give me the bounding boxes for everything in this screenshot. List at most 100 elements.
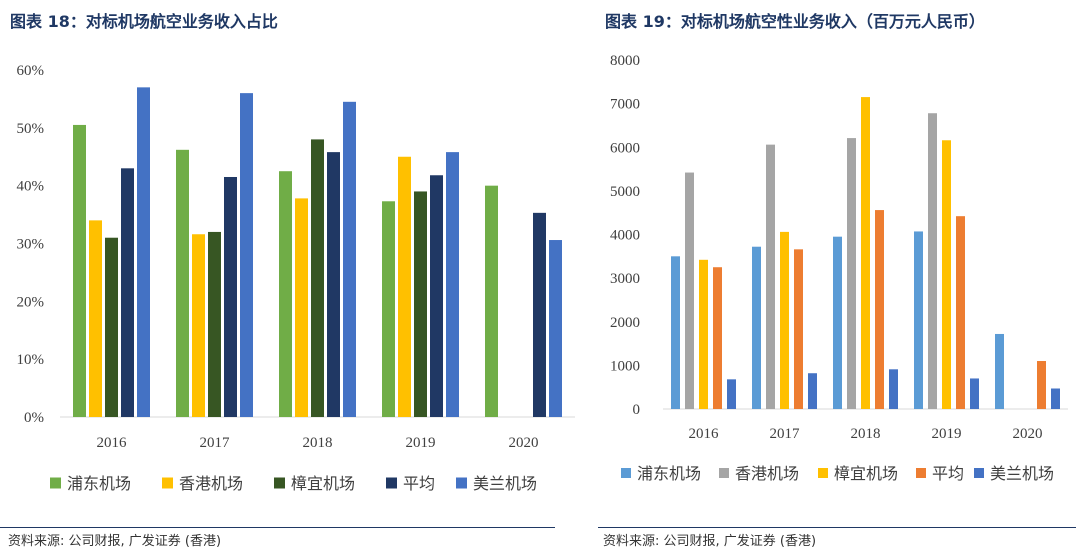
y-tick-label: 40% <box>17 179 45 195</box>
x-tick-label: 2019 <box>406 435 436 451</box>
y-tick-label: 5000 <box>610 184 640 200</box>
bar <box>685 172 694 409</box>
bar <box>446 152 459 417</box>
bar <box>382 201 395 417</box>
x-tick-label: 2020 <box>509 435 539 451</box>
chart-aero-revenue: 0 1000 2000 3000 4000 5000 6000 7000 8000 2016 201… <box>610 53 1068 483</box>
footer-divider-right <box>598 527 1076 528</box>
figure-19-title: 图表 19：对标机场航空性业务收入（百万元人民币） <box>605 12 985 31</box>
figure-18-title: 图表 18：对标机场航空业务收入占比 <box>10 12 278 31</box>
y-tick-label: 50% <box>17 121 45 137</box>
legend-label: 美兰机场 <box>990 464 1054 483</box>
bar <box>73 124 86 418</box>
bar <box>808 373 817 409</box>
bar <box>295 198 308 417</box>
bar <box>192 234 205 417</box>
y-tick-label: 20% <box>17 294 45 310</box>
legend-swatch <box>621 468 631 478</box>
x-tick-label: 2016 <box>689 426 720 442</box>
bar <box>414 191 427 417</box>
source-note-left: 资料来源: 公司财报, 广发证券 (香港) <box>8 534 222 549</box>
bar <box>875 210 884 409</box>
bar <box>533 212 546 417</box>
y-tick-label: 2000 <box>610 315 640 331</box>
legend-swatch <box>974 468 984 478</box>
x-tick-label: 2019 <box>932 426 962 442</box>
bar <box>240 93 253 417</box>
y-tick-label: 0 <box>633 402 641 418</box>
legend-label: 香港机场 <box>179 474 243 493</box>
legend-swatch <box>456 477 467 489</box>
legend-label: 樟宜机场 <box>291 474 355 493</box>
y-tick-label: 6000 <box>610 140 640 156</box>
legend-label: 美兰机场 <box>473 474 537 493</box>
x-tick-label: 2018 <box>303 435 333 451</box>
x-tick-label: 2017 <box>770 426 801 442</box>
bar <box>780 231 789 409</box>
legend-label: 平均 <box>403 474 435 493</box>
bar <box>914 231 923 409</box>
bar <box>1051 388 1060 409</box>
legend-label: 浦东机场 <box>637 464 701 483</box>
legend-swatch <box>386 477 397 489</box>
bar <box>1037 361 1046 409</box>
y-tick-label: 8000 <box>610 53 640 69</box>
legend-label: 平均 <box>932 464 964 483</box>
bar <box>942 140 951 409</box>
bar <box>699 259 708 409</box>
legend-swatch <box>50 477 61 489</box>
bar <box>430 175 443 417</box>
bar <box>176 149 189 417</box>
bar <box>208 231 221 417</box>
bar <box>833 236 842 409</box>
bar <box>89 220 102 417</box>
bar <box>549 240 562 417</box>
x-tick-label: 2018 <box>851 426 881 442</box>
bar <box>713 267 722 409</box>
bar <box>343 101 356 417</box>
legend-label: 浦东机场 <box>67 474 131 493</box>
footer-divider-left <box>0 527 555 528</box>
bar <box>970 378 979 409</box>
bar <box>224 176 237 417</box>
bar <box>956 216 965 409</box>
bar <box>671 256 680 409</box>
bar <box>327 152 340 417</box>
bar <box>727 379 736 409</box>
bar <box>398 156 411 417</box>
x-tick-label: 2020 <box>1013 426 1043 442</box>
legend-swatch <box>719 468 729 478</box>
legend-label: 樟宜机场 <box>834 464 898 483</box>
bar <box>995 333 1004 409</box>
bar <box>485 185 498 417</box>
bar <box>137 87 150 417</box>
y-tick-label: 3000 <box>610 271 640 287</box>
source-note-right: 资料来源: 公司财报, 广发证券 (香港) <box>603 534 817 549</box>
y-tick-label: 7000 <box>610 97 640 113</box>
bar <box>752 246 761 409</box>
bar <box>794 249 803 409</box>
legend-swatch <box>916 468 926 478</box>
bar <box>279 171 292 417</box>
bar <box>928 113 937 409</box>
y-tick-label: 1000 <box>610 358 640 374</box>
x-tick-label: 2016 <box>97 435 128 451</box>
y-tick-label: 4000 <box>610 228 640 244</box>
legend-swatch <box>274 477 285 489</box>
y-tick-label: 30% <box>17 237 45 253</box>
bar <box>766 144 775 409</box>
legend-label: 香港机场 <box>735 464 799 483</box>
y-tick-label: 0% <box>24 410 44 426</box>
x-tick-label: 2017 <box>200 435 231 451</box>
bar <box>847 138 856 409</box>
bar <box>861 97 870 410</box>
legend-swatch <box>162 477 173 489</box>
bar <box>121 168 134 417</box>
legend-swatch <box>818 468 828 478</box>
y-tick-label: 10% <box>17 352 45 368</box>
bar <box>889 369 898 409</box>
y-tick-label: 60% <box>17 63 45 79</box>
bar <box>311 139 324 417</box>
bar <box>105 237 118 417</box>
chart-revenue-share: 0% 10% 20% 30% 40% 50% 60% 2016 2017 2018 2019 2020… <box>17 63 575 493</box>
